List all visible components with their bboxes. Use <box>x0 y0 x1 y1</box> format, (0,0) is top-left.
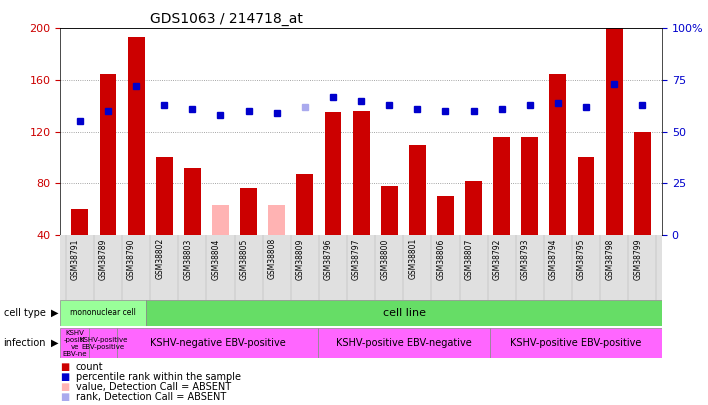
Bar <box>634 132 651 235</box>
Text: GSM38797: GSM38797 <box>352 238 361 279</box>
FancyBboxPatch shape <box>146 300 662 326</box>
FancyBboxPatch shape <box>60 328 88 358</box>
Text: GSM38805: GSM38805 <box>239 238 249 279</box>
Text: GDS1063 / 214718_at: GDS1063 / 214718_at <box>150 12 303 26</box>
Bar <box>72 209 88 235</box>
Bar <box>184 168 201 235</box>
Bar <box>268 205 285 235</box>
Bar <box>240 188 257 235</box>
Text: GSM38806: GSM38806 <box>436 238 445 279</box>
Bar <box>521 137 538 235</box>
Text: ■: ■ <box>60 382 69 392</box>
Text: value, Detection Call = ABSENT: value, Detection Call = ABSENT <box>76 382 231 392</box>
Bar <box>409 145 426 235</box>
Bar <box>493 137 510 235</box>
Bar <box>212 205 229 235</box>
Text: GSM38807: GSM38807 <box>464 238 474 279</box>
Text: GSM38796: GSM38796 <box>324 238 333 279</box>
Bar <box>100 74 116 235</box>
Text: ■: ■ <box>60 362 69 371</box>
Bar <box>606 28 622 235</box>
Text: ■: ■ <box>60 392 69 402</box>
Text: KSHV-positive
EBV-positive: KSHV-positive EBV-positive <box>79 337 127 350</box>
Bar <box>381 186 398 235</box>
Text: GSM38798: GSM38798 <box>605 238 614 279</box>
Text: percentile rank within the sample: percentile rank within the sample <box>76 372 241 382</box>
Text: KSHV-negative EBV-positive: KSHV-negative EBV-positive <box>150 338 285 348</box>
Text: GSM38808: GSM38808 <box>268 238 277 279</box>
Text: GSM38789: GSM38789 <box>99 238 108 279</box>
Text: GSM38800: GSM38800 <box>380 238 389 279</box>
Text: GSM38795: GSM38795 <box>577 238 586 279</box>
Text: KSHV
-positi
ve
EBV-ne: KSHV -positi ve EBV-ne <box>62 330 87 357</box>
Text: rank, Detection Call = ABSENT: rank, Detection Call = ABSENT <box>76 392 226 402</box>
Text: cell line: cell line <box>382 308 426 318</box>
Text: infection: infection <box>4 338 46 348</box>
Text: GSM38790: GSM38790 <box>127 238 136 279</box>
Bar <box>437 196 454 235</box>
Text: GSM38802: GSM38802 <box>155 238 164 279</box>
Bar <box>353 111 370 235</box>
Text: GSM38804: GSM38804 <box>212 238 220 279</box>
Text: GSM38803: GSM38803 <box>183 238 193 279</box>
FancyBboxPatch shape <box>118 328 318 358</box>
Text: GSM38792: GSM38792 <box>493 238 502 279</box>
Bar <box>578 158 595 235</box>
Bar <box>549 74 566 235</box>
Text: count: count <box>76 362 103 371</box>
Bar <box>324 112 341 235</box>
FancyBboxPatch shape <box>490 328 662 358</box>
Text: ▶: ▶ <box>51 338 59 348</box>
Text: ▶: ▶ <box>51 308 59 318</box>
FancyBboxPatch shape <box>60 235 662 300</box>
Text: GSM38799: GSM38799 <box>633 238 642 279</box>
Text: GSM38794: GSM38794 <box>549 238 558 279</box>
Text: GSM38793: GSM38793 <box>521 238 530 279</box>
Bar <box>297 174 313 235</box>
FancyBboxPatch shape <box>60 300 146 326</box>
Bar <box>465 181 482 235</box>
Bar <box>156 158 173 235</box>
Text: mononuclear cell: mononuclear cell <box>70 308 136 318</box>
Text: cell type: cell type <box>4 308 45 318</box>
Text: ■: ■ <box>60 372 69 382</box>
Text: GSM38809: GSM38809 <box>296 238 305 279</box>
Text: KSHV-positive EBV-positive: KSHV-positive EBV-positive <box>510 338 641 348</box>
Text: KSHV-positive EBV-negative: KSHV-positive EBV-negative <box>336 338 472 348</box>
FancyBboxPatch shape <box>318 328 490 358</box>
Bar <box>127 37 144 235</box>
FancyBboxPatch shape <box>88 328 118 358</box>
Text: GSM38791: GSM38791 <box>71 238 80 279</box>
Text: GSM38801: GSM38801 <box>409 238 417 279</box>
